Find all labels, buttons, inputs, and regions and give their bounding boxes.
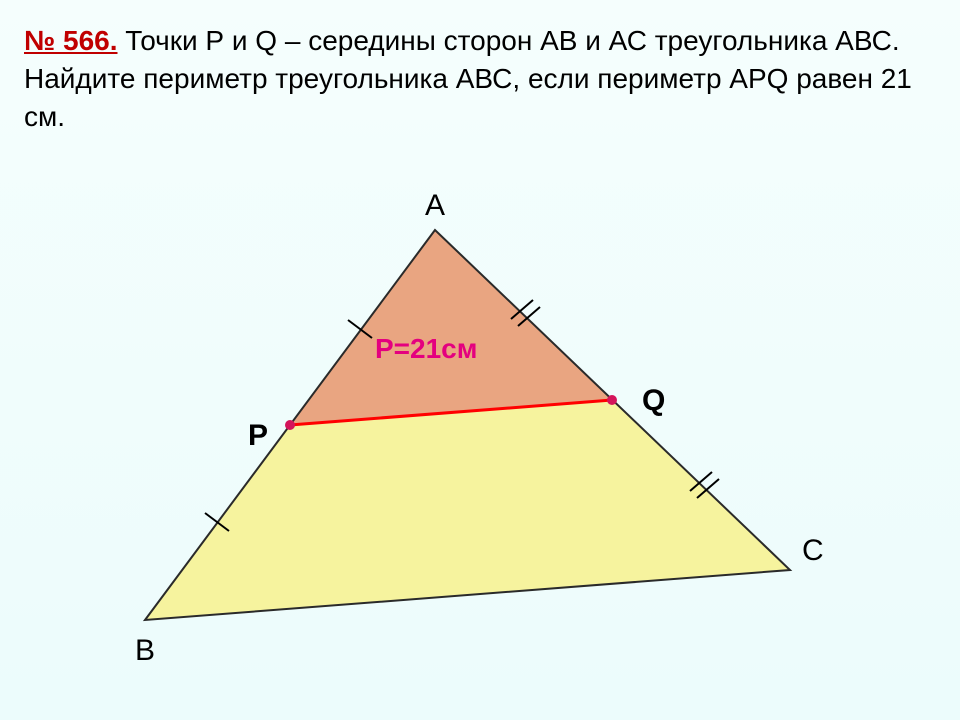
inner-perimeter-label: Р=21см	[375, 333, 477, 364]
triangle-apq	[290, 230, 612, 425]
point-p	[285, 420, 295, 430]
label-c: C	[802, 534, 824, 567]
page-root: № 566. Точки Р и Q – середины сторон АВ …	[0, 0, 960, 720]
point-q	[607, 395, 617, 405]
geometry-diagram: A B C P Q Р=21см	[0, 0, 960, 720]
label-q: Q	[642, 384, 665, 417]
label-a: A	[425, 189, 445, 222]
label-p: P	[248, 419, 268, 452]
label-b: B	[135, 634, 155, 667]
quad-pbcq	[145, 400, 790, 620]
